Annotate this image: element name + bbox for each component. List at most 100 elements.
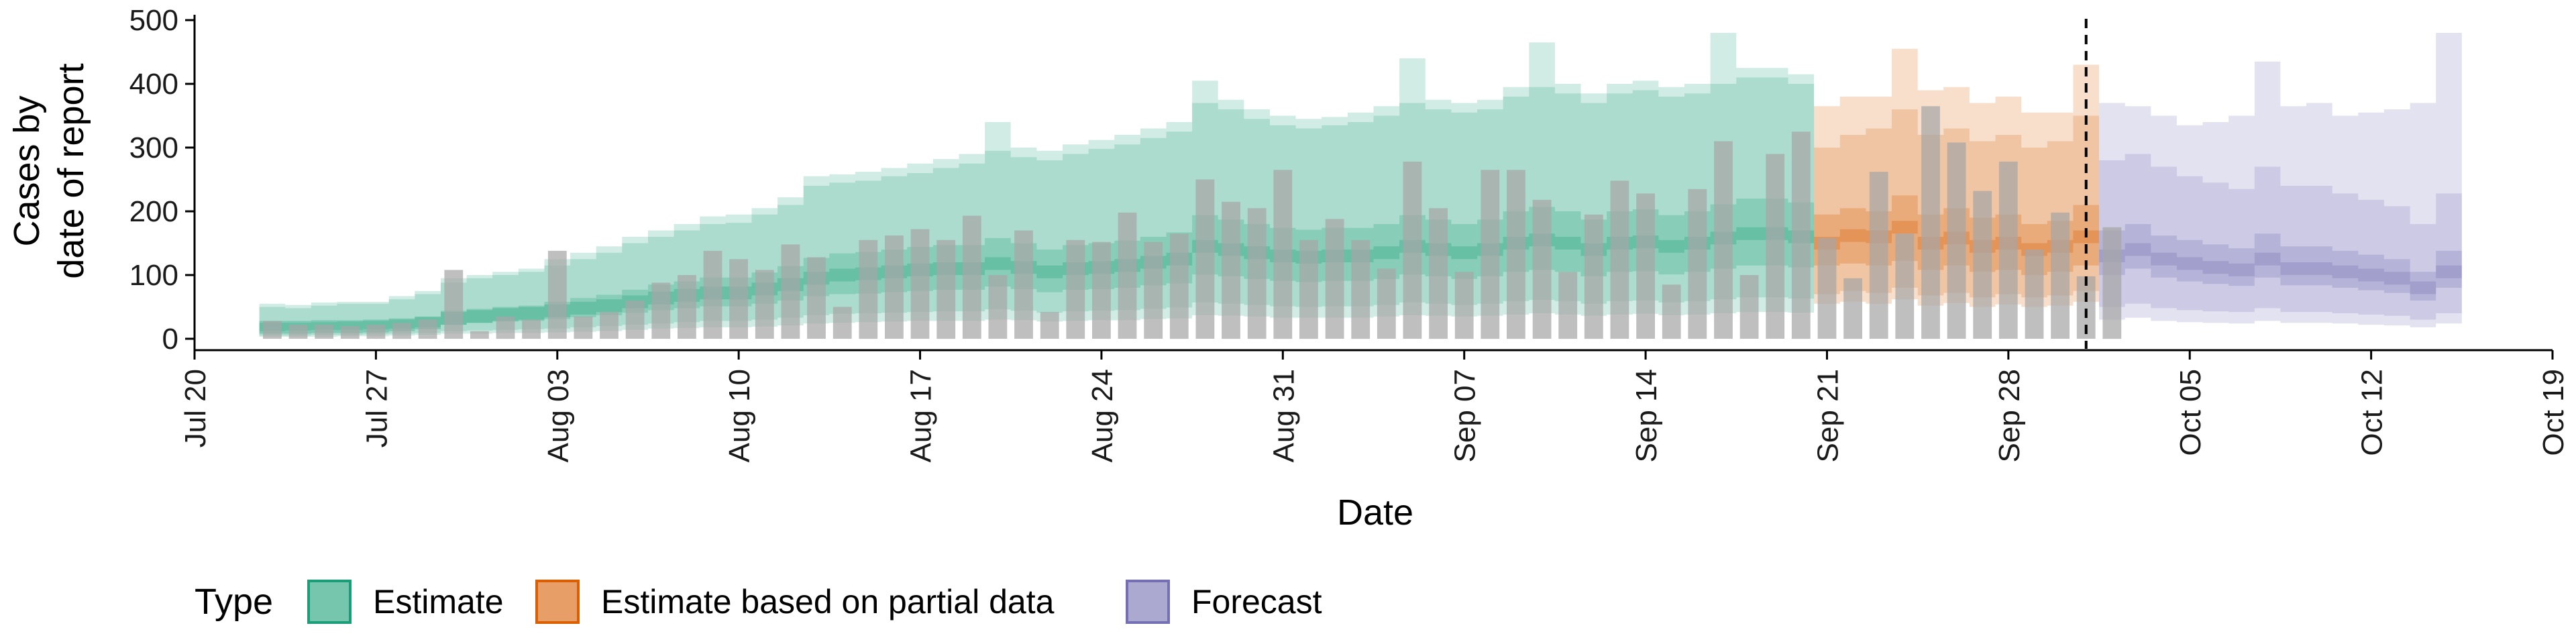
estimate-ci50-ribbon [259,199,1815,331]
y-tick-label: 500 [129,4,178,37]
observed-bar [1299,239,1318,339]
estimate-median-band [259,227,1815,334]
y-tick-label: 400 [129,68,178,101]
x-tick-label: Oct 19 [2537,369,2570,456]
observed-bar [1921,106,1940,339]
x-tick-label: Aug 17 [905,369,938,462]
observed-bar [1092,241,1111,339]
x-tick-label: Oct 12 [2356,369,2389,456]
observed-bar [1195,179,1215,339]
x-tick-label: Jul 27 [360,369,393,447]
observed-bar [1429,208,1448,339]
legend-key-estimate-based-on-partial-data [535,580,580,624]
observed-bar [1377,268,1396,339]
x-tick-label: Jul 20 [179,369,212,447]
observed-bar [988,275,1008,339]
forecast-median-band [2099,243,2462,294]
x-tick-label: Sep 28 [1993,369,2026,462]
observed-bar [2102,227,2122,339]
y-axis-title-line-1: Cases by [7,95,47,246]
observed-bar [1869,172,1888,339]
observed-bar [703,250,722,339]
observed-bars [263,106,2122,339]
observed-bar [651,282,671,339]
observed-bar [392,323,411,339]
observed-bar [1481,170,1500,339]
observed-bar [1144,241,1163,339]
observed-bar [1739,275,1759,339]
observed-bar [936,239,956,339]
observed-bar [962,215,981,339]
observed-bar [1791,131,1811,339]
observed-bar [807,257,826,339]
legend-label: Forecast [1191,583,1322,621]
observed-bar [885,235,904,339]
observed-bar [340,326,360,339]
observed-bar [1169,233,1189,339]
observed-bar [1766,154,1785,339]
observed-bar [470,331,489,339]
observed-bar [1454,272,1474,339]
observed-bar [547,250,567,339]
observed-bar [781,244,800,339]
legend-title: Type [195,582,273,622]
observed-bar [1636,193,1655,339]
plot-area [259,19,2462,349]
y-axis-title-line-2: date of report [51,63,91,278]
legend: Type Estimate Estimate based on partial d… [195,580,1322,624]
observed-bar [315,325,333,339]
observed-bar [678,275,696,339]
observed-bar [1247,208,1267,339]
forecast-ci90-ribbon [2099,154,2462,320]
observed-bar [910,229,930,339]
observed-bar [1610,180,1629,339]
observed-bar [2051,212,2070,339]
observed-bar [1325,219,1344,339]
x-tick-label: Sep 21 [1812,369,1845,462]
legend-key-estimate [307,580,352,624]
observed-bar [1351,239,1371,339]
observed-bar [833,307,852,339]
y-tick-label: 100 [129,259,178,292]
legend-label: Estimate based on partial data [601,583,1055,621]
legend-label: Estimate [373,583,504,621]
observed-bar [1040,312,1059,339]
observed-bar [1273,170,1293,339]
observed-bar [1714,141,1733,339]
observed-bar [1403,161,1422,339]
observed-bar [496,316,515,339]
observed-bar [288,325,308,339]
x-tick-label: Sep 07 [1449,369,1482,462]
observed-bar [1688,189,1707,339]
observed-bar [1558,272,1578,339]
observed-bar [1584,214,1603,339]
observed-bar [1998,161,2018,339]
x-tick-label: Aug 24 [1086,369,1119,462]
x-tick-label: Oct 05 [2174,369,2207,456]
observed-bar [1532,199,1552,339]
forecast-ci50-ribbon [2099,224,2462,301]
observed-bar [1507,170,1525,339]
x-tick-label: Sep 14 [1630,369,1663,462]
y-tick-label: 200 [129,195,178,228]
observed-bar [1014,230,1033,339]
y-axis: 0 100 200 300 400 500 [129,4,196,356]
observed-bar [1066,239,1085,339]
observed-bar [1843,278,1862,339]
observed-bar [1662,284,1681,339]
legend-key-forecast [1126,580,1170,624]
observed-bar [1118,212,1137,339]
y-tick-label: 0 [162,323,178,356]
observed-bar [729,259,748,339]
observed-bar [444,270,464,339]
observed-bar [2025,250,2044,339]
x-axis-title: Date [1337,492,1413,533]
forecast-ci95-ribbon [2099,33,2462,327]
x-tick-label: Aug 03 [542,369,575,462]
observed-bar [859,239,878,339]
y-tick-label: 300 [129,131,178,164]
observed-bar [1222,201,1240,339]
observed-bar [1973,191,1992,339]
observed-bar [755,270,774,339]
